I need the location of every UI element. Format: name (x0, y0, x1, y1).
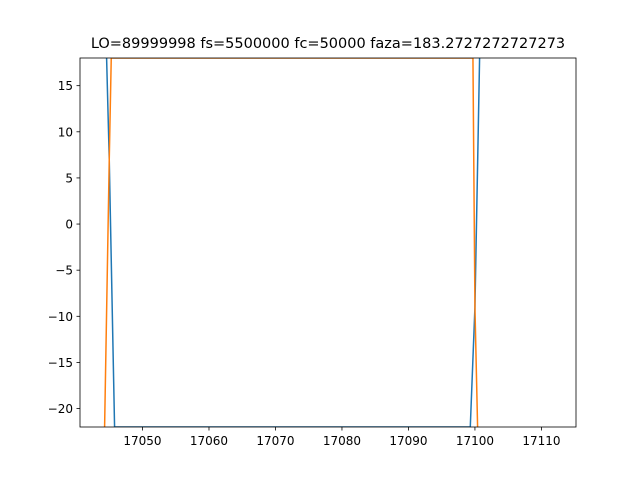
y-tick-label: −5 (55, 264, 73, 278)
x-tick-label: 17070 (256, 434, 294, 448)
x-tick-label: 17090 (389, 434, 427, 448)
plot-frame (79, 57, 577, 428)
x-tick-label: 17060 (190, 434, 228, 448)
series-line-2 (103, 58, 479, 427)
y-tick-label: 5 (65, 171, 73, 185)
y-tick-label: 10 (58, 125, 73, 139)
x-tick-label: 17080 (323, 434, 361, 448)
x-tick-label: 17050 (123, 434, 161, 448)
y-tick-label: −20 (48, 402, 73, 416)
series-layer (103, 58, 481, 427)
axes-layer: 17050 17060 17070 17080 17090 17100 17110 15 10 5… (48, 79, 561, 448)
y-tick-label: −10 (48, 310, 73, 324)
y-tick-label: 0 (65, 218, 73, 232)
chart-title: LO=89999998 fs=5500000 fc=50000 faza=183… (91, 36, 565, 52)
series-line-1 (105, 58, 481, 427)
x-tick-label: 17110 (522, 434, 560, 448)
x-tick-label: 17100 (456, 434, 494, 448)
y-tick-label: −15 (48, 356, 73, 370)
y-tick-label: 15 (58, 79, 73, 93)
